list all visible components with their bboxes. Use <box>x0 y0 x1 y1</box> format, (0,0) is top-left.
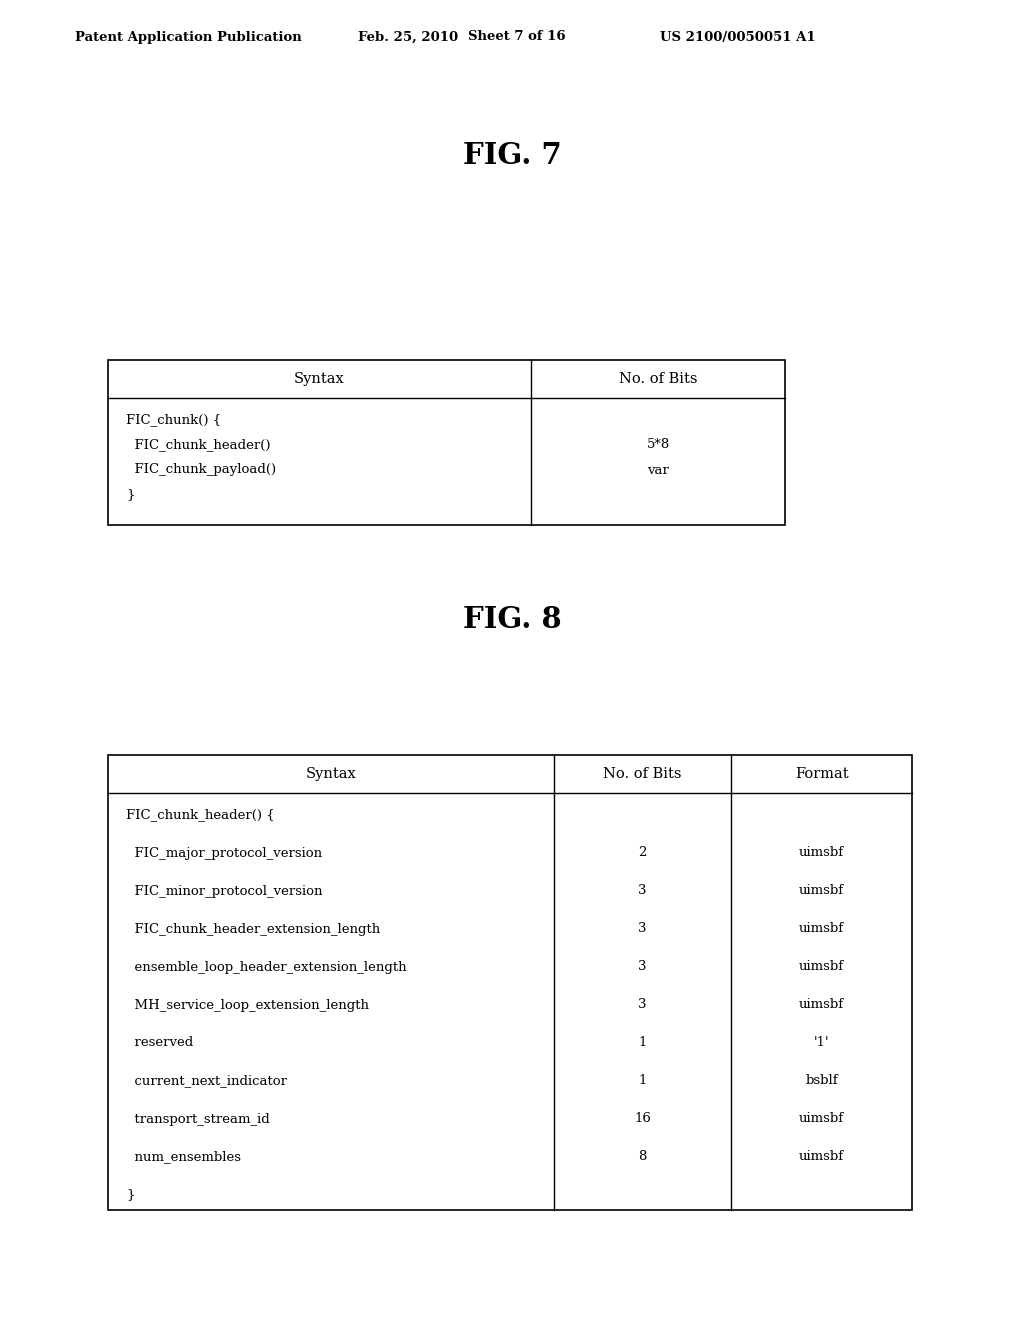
Bar <box>108 755 912 1210</box>
Text: 5*8: 5*8 <box>646 438 670 451</box>
Text: FIC_chunk_header_extension_length: FIC_chunk_header_extension_length <box>126 923 380 936</box>
Text: Syntax: Syntax <box>294 372 345 385</box>
Text: uimsbf: uimsbf <box>799 998 844 1011</box>
Text: Sheet 7 of 16: Sheet 7 of 16 <box>468 30 565 44</box>
Text: Format: Format <box>795 767 848 781</box>
Text: current_next_indicator: current_next_indicator <box>126 1074 287 1088</box>
Text: FIC_chunk_payload(): FIC_chunk_payload() <box>126 463 276 477</box>
Text: 2: 2 <box>639 846 647 859</box>
Text: 3: 3 <box>638 884 647 898</box>
Text: No. of Bits: No. of Bits <box>618 372 697 385</box>
Text: uimsbf: uimsbf <box>799 884 844 898</box>
Text: 1: 1 <box>639 1074 647 1088</box>
Text: uimsbf: uimsbf <box>799 846 844 859</box>
Text: num_ensembles: num_ensembles <box>126 1151 241 1163</box>
Text: Feb. 25, 2010: Feb. 25, 2010 <box>358 30 458 44</box>
Text: 8: 8 <box>639 1151 647 1163</box>
Text: FIC_chunk_header() {: FIC_chunk_header() { <box>126 808 274 821</box>
Text: }: } <box>126 488 134 502</box>
Text: var: var <box>647 463 669 477</box>
Bar <box>108 360 785 525</box>
Text: FIC_major_protocol_version: FIC_major_protocol_version <box>126 846 323 859</box>
Text: }: } <box>126 1188 134 1201</box>
Text: uimsbf: uimsbf <box>799 923 844 936</box>
Text: FIC_minor_protocol_version: FIC_minor_protocol_version <box>126 884 323 898</box>
Text: uimsbf: uimsbf <box>799 1151 844 1163</box>
Text: 3: 3 <box>638 998 647 1011</box>
Text: 16: 16 <box>634 1113 651 1126</box>
Text: bsblf: bsblf <box>805 1074 838 1088</box>
Text: transport_stream_id: transport_stream_id <box>126 1113 269 1126</box>
Text: MH_service_loop_extension_length: MH_service_loop_extension_length <box>126 998 369 1011</box>
Text: '1': '1' <box>814 1036 829 1049</box>
Text: 3: 3 <box>638 923 647 936</box>
Text: uimsbf: uimsbf <box>799 961 844 974</box>
Text: FIG. 7: FIG. 7 <box>463 140 561 169</box>
Text: ensemble_loop_header_extension_length: ensemble_loop_header_extension_length <box>126 961 407 974</box>
Text: reserved: reserved <box>126 1036 194 1049</box>
Text: Patent Application Publication: Patent Application Publication <box>75 30 302 44</box>
Text: FIC_chunk_header(): FIC_chunk_header() <box>126 438 270 451</box>
Text: FIG. 8: FIG. 8 <box>463 606 561 635</box>
Text: FIC_chunk() {: FIC_chunk() { <box>126 413 221 426</box>
Text: 1: 1 <box>639 1036 647 1049</box>
Text: uimsbf: uimsbf <box>799 1113 844 1126</box>
Text: US 2100/0050051 A1: US 2100/0050051 A1 <box>660 30 816 44</box>
Text: Syntax: Syntax <box>306 767 356 781</box>
Text: No. of Bits: No. of Bits <box>603 767 682 781</box>
Text: 3: 3 <box>638 961 647 974</box>
